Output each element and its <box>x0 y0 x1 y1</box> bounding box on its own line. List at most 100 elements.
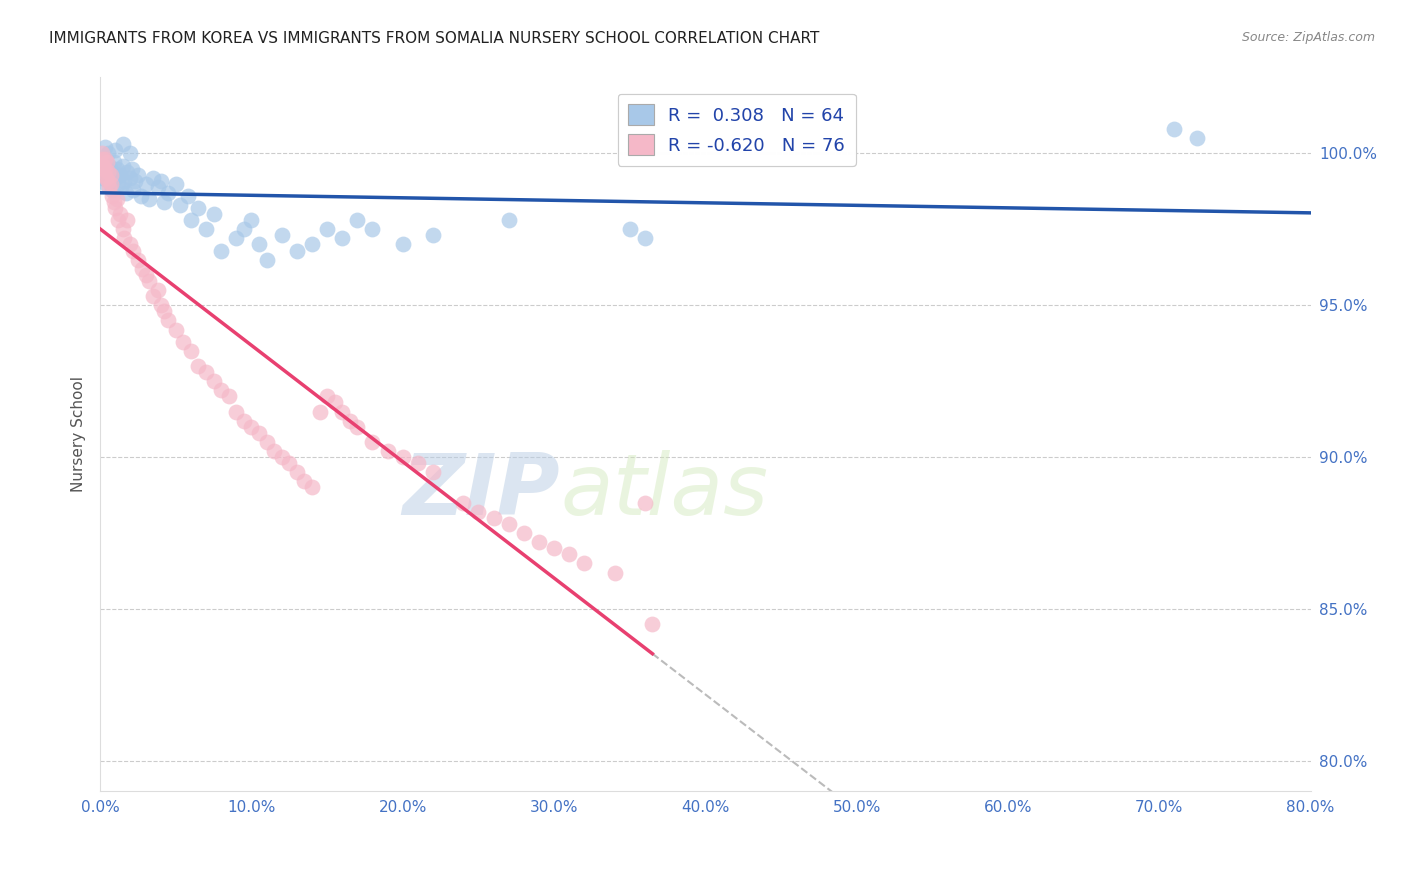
Point <box>138 192 160 206</box>
Point <box>152 304 174 318</box>
Point <box>112 174 135 188</box>
Point <box>107 213 129 227</box>
Point <box>361 434 384 449</box>
Point <box>240 419 263 434</box>
Point <box>301 481 323 495</box>
Point <box>100 168 122 182</box>
Point <box>285 465 308 479</box>
Point <box>225 404 247 418</box>
Point <box>111 137 134 152</box>
Point <box>122 244 145 258</box>
Point <box>131 261 153 276</box>
Point <box>138 274 160 288</box>
Point <box>90 170 112 185</box>
Point <box>1185 131 1208 145</box>
Point <box>527 535 550 549</box>
Point <box>308 404 330 418</box>
Point <box>93 140 115 154</box>
Point <box>330 231 353 245</box>
Point <box>157 186 180 200</box>
Point <box>180 343 202 358</box>
Point <box>377 444 399 458</box>
Point <box>316 389 339 403</box>
Point <box>115 186 138 200</box>
Point <box>558 547 581 561</box>
Point <box>225 231 247 245</box>
Point <box>346 213 368 227</box>
Point <box>498 516 520 531</box>
Point <box>91 159 114 173</box>
Point <box>96 177 118 191</box>
Point <box>172 334 194 349</box>
Point <box>278 456 301 470</box>
Point <box>209 384 232 398</box>
Point <box>285 244 308 258</box>
Point <box>330 404 353 418</box>
Point <box>152 194 174 209</box>
Point <box>603 566 626 580</box>
Point <box>135 268 157 282</box>
Point <box>122 183 145 197</box>
Point <box>263 444 285 458</box>
Point <box>316 222 339 236</box>
Point <box>90 161 112 176</box>
Point <box>112 231 135 245</box>
Point <box>292 475 315 489</box>
Point <box>135 177 157 191</box>
Point <box>120 237 142 252</box>
Point <box>187 359 209 373</box>
Point <box>120 170 142 185</box>
Point <box>93 153 115 167</box>
Point <box>209 244 232 258</box>
Point <box>97 174 120 188</box>
Point <box>146 283 169 297</box>
Point <box>98 159 121 173</box>
Point <box>391 450 413 464</box>
Point <box>574 557 596 571</box>
Point <box>104 170 127 185</box>
Point <box>232 222 254 236</box>
Point <box>146 179 169 194</box>
Point <box>97 146 120 161</box>
Point <box>104 144 127 158</box>
Point <box>232 414 254 428</box>
Point <box>169 198 191 212</box>
Point <box>107 177 129 191</box>
Point <box>165 322 187 336</box>
Point <box>498 213 520 227</box>
Point <box>177 189 200 203</box>
Point <box>634 496 657 510</box>
Point <box>100 177 122 191</box>
Point <box>361 222 384 236</box>
Point <box>202 207 225 221</box>
Point <box>202 374 225 388</box>
Point <box>247 425 270 440</box>
Point <box>619 222 641 236</box>
Point <box>406 456 429 470</box>
Point <box>422 465 444 479</box>
Point <box>117 213 139 227</box>
Point <box>543 541 565 556</box>
Point <box>270 450 292 464</box>
Point <box>120 146 142 161</box>
Point <box>157 313 180 327</box>
Point <box>97 164 120 178</box>
Point <box>346 419 368 434</box>
Point <box>180 213 202 227</box>
Point <box>149 174 172 188</box>
Point <box>127 168 149 182</box>
Point <box>256 252 278 267</box>
Point <box>142 289 165 303</box>
Point <box>195 365 218 379</box>
Point <box>142 170 165 185</box>
Y-axis label: Nursery School: Nursery School <box>72 376 86 492</box>
Point <box>187 201 209 215</box>
Point <box>110 179 132 194</box>
Point <box>96 155 118 169</box>
Point <box>195 222 218 236</box>
Point <box>467 505 489 519</box>
Point <box>101 183 124 197</box>
Point <box>124 174 146 188</box>
Point <box>96 170 118 185</box>
Point <box>218 389 240 403</box>
